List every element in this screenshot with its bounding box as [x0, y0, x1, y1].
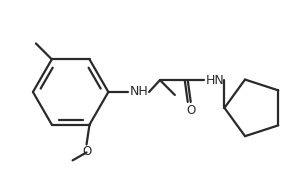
Text: NH: NH	[130, 86, 149, 98]
Text: HN: HN	[206, 74, 224, 87]
Text: O: O	[186, 104, 195, 117]
Text: O: O	[82, 145, 91, 158]
